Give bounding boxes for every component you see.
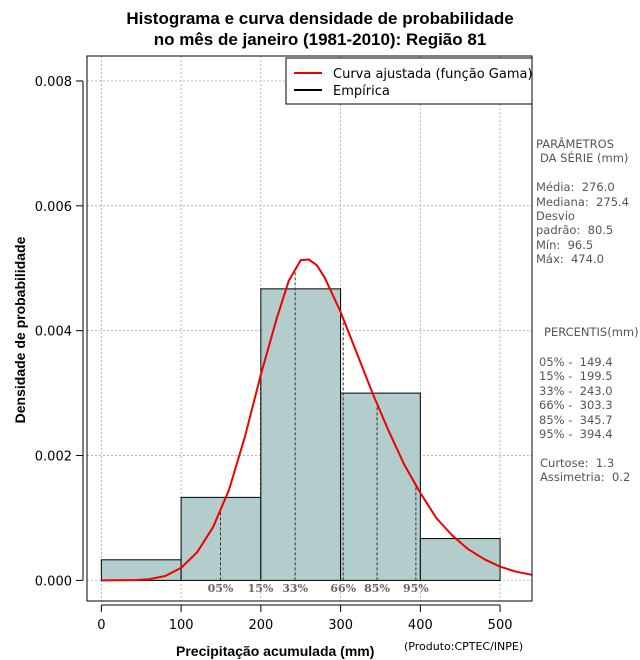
- params-title-2: DA SÉRIE (mm): [540, 151, 629, 165]
- histogram-bar: [340, 392, 421, 581]
- stat-media: Média: 276.0: [536, 180, 615, 194]
- percentil-15: 15% - 199.5: [539, 369, 613, 383]
- percentil-05: 05% - 149.4: [539, 355, 613, 369]
- legend: Curva ajustada (função Gama) Empírica: [285, 57, 533, 105]
- y-axis-label: Densidade de probabilidade: [12, 236, 28, 424]
- stat-curtose: Curtose: 1.3: [540, 456, 615, 470]
- chart-title-line1: Histograma e curva densidade de probabil…: [126, 9, 514, 28]
- stat-max: Máx: 474.0: [536, 252, 604, 266]
- histogram-bar: [260, 288, 342, 581]
- legend-fitted-label: Curva ajustada (função Gama): [333, 67, 533, 82]
- legend-empirical-label: Empírica: [333, 84, 390, 99]
- stat-mediana: Mediana: 275.4: [536, 195, 629, 209]
- percentis-title: PERCENTIS(mm): [544, 325, 639, 339]
- product-credit: (Produto:CPTEC/INPE): [404, 640, 524, 653]
- x-tick-label: 0: [97, 618, 105, 633]
- x-tick-label: 200: [248, 618, 273, 633]
- stat-min: Mín: 96.5: [536, 238, 594, 252]
- percentil-33: 33% - 243.0: [539, 384, 613, 398]
- histogram-bar: [100, 559, 182, 581]
- axes: 0 100 200 300 400 500 0.000 0.002 0.004 0.006 0.00…: [35, 75, 513, 633]
- x-tick-label: 400: [408, 618, 433, 633]
- percentile-label: 33%: [282, 582, 308, 595]
- y-tick-label: 0.004: [35, 325, 72, 340]
- y-tick-label: 0.008: [35, 75, 72, 90]
- percentile-label: 66%: [330, 582, 356, 595]
- percentile-markers: 05% 15% 33% 66% 85% 95%: [208, 269, 429, 595]
- stat-assimetria: Assimetria: 0.2: [540, 470, 631, 484]
- histogram-bar: [419, 538, 501, 581]
- percentil-66: 66% - 303.3: [539, 398, 613, 412]
- percentil-85: 85% - 345.7: [539, 413, 613, 427]
- y-tick-label: 0.000: [35, 574, 72, 589]
- y-tick-label: 0.002: [35, 450, 72, 465]
- x-tick-label: 100: [169, 618, 194, 633]
- y-tick-label: 0.006: [35, 200, 72, 215]
- stat-desvio-1: Desvio: [536, 209, 575, 223]
- histogram-bars: [100, 288, 501, 581]
- fitted-curve-line: [101, 258, 533, 582]
- chart-title-line2: no mês de janeiro (1981-2010): Região 81: [153, 30, 487, 49]
- percentil-95: 95% - 394.4: [539, 427, 613, 441]
- percentile-label: 05%: [208, 582, 234, 595]
- x-axis-label: Precipitação acumulada (mm): [176, 643, 375, 659]
- params-title-1: PARÂMETROS: [536, 137, 615, 151]
- x-tick-label: 300: [328, 618, 353, 633]
- stat-desvio-2: padrão: 80.5: [536, 223, 614, 237]
- percentile-label: 15%: [248, 582, 274, 595]
- legend-box: [285, 57, 533, 105]
- percentile-label: 95%: [403, 582, 429, 595]
- x-tick-label: 500: [488, 618, 513, 633]
- plot-frame: [86, 55, 533, 602]
- percentile-label: 85%: [364, 582, 390, 595]
- fitted-curve: [101, 258, 533, 582]
